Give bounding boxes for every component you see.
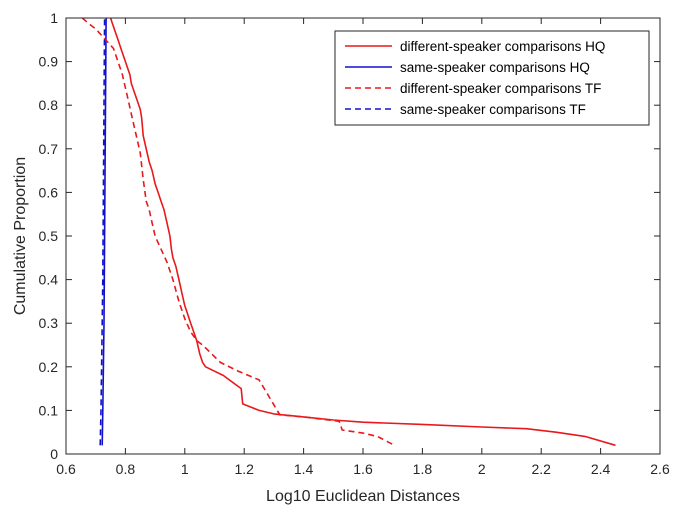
y-axis-label: Cumulative Proportion [12,157,29,315]
x-axis-label: Log10 Euclidean Distances [266,488,460,505]
series-line-1 [101,17,107,446]
legend-label-3: same-speaker comparisons TF [400,102,586,117]
x-tick-label: 1.6 [353,461,373,477]
x-tick-label: 1.2 [234,461,254,477]
x-tick-label: 2.4 [591,461,611,477]
series-line-2 [81,17,394,446]
x-tick-label: 0.6 [56,461,76,477]
y-tick-label: 0.6 [39,184,59,200]
y-tick-label: 0.1 [39,402,59,418]
y-tick-label: 0.3 [39,315,59,331]
y-tick-label: 0.9 [39,54,59,70]
legend-label-2: different-speaker comparisons TF [400,81,601,96]
x-tick-label: 2 [478,461,486,477]
legend-label-0: different-speaker comparisons HQ [400,39,605,54]
y-tick-label: 1 [50,10,58,26]
y-tick-label: 0.8 [39,97,59,113]
series-layer [81,17,616,447]
series-line-0 [109,17,616,447]
legend-label-1: same-speaker comparisons HQ [400,60,590,75]
x-tick-label: 2.6 [650,461,670,477]
legend: different-speaker comparisons HQ same-spe… [334,30,650,126]
x-tick-label: 1 [181,461,189,477]
tick-layer: 0.6 0.8 1 1.2 1.4 1.6 1.8 2 2.2 2.4 2.6 0 0.1 0.2 0.3 0… [39,10,670,477]
x-tick-label: 1.4 [294,461,314,477]
x-tick-label: 0.8 [116,461,136,477]
y-tick-label: 0.5 [39,228,59,244]
series-line-3 [99,17,106,446]
y-tick-label: 0.2 [39,359,59,375]
y-tick-label: 0 [50,446,58,462]
x-tick-label: 2.2 [531,461,551,477]
y-tick-label: 0.4 [39,272,59,288]
y-tick-label: 0.7 [39,141,59,157]
x-tick-label: 1.8 [413,461,433,477]
